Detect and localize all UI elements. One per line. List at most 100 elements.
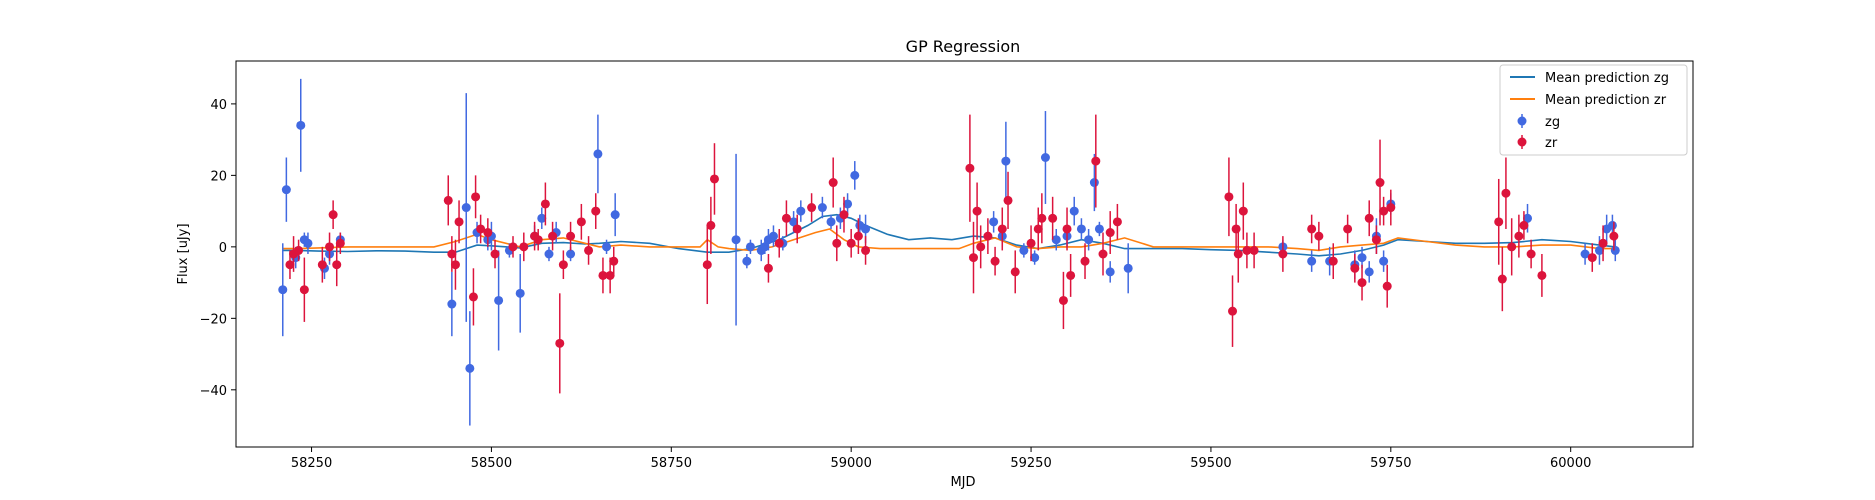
zg-marker <box>745 242 755 252</box>
zg-point <box>1030 250 1040 265</box>
x-tick-label: 59000 <box>830 456 871 471</box>
zr-point <box>1026 225 1036 262</box>
zr-marker <box>294 245 304 255</box>
zg-marker <box>1069 206 1079 216</box>
x-tick-label: 60000 <box>1550 456 1591 471</box>
zr-marker <box>555 338 565 348</box>
zr-marker <box>1233 249 1243 259</box>
y-tick-label: 20 <box>210 169 227 184</box>
zr-marker <box>706 220 716 230</box>
zr-marker <box>709 174 719 184</box>
zr-point <box>555 293 565 394</box>
zg-marker <box>303 238 313 248</box>
zg-marker <box>760 242 770 252</box>
x-tick-label: 58500 <box>471 456 512 471</box>
zr-point <box>325 232 335 262</box>
zg-marker <box>1040 153 1050 162</box>
zr-point <box>576 203 586 240</box>
zr-point <box>1249 232 1259 269</box>
zg-marker <box>537 213 547 223</box>
zr-marker <box>1501 188 1511 198</box>
zr-point <box>317 246 327 283</box>
zr-point <box>294 239 304 262</box>
zr-marker <box>1228 306 1238 316</box>
zr-marker <box>609 256 619 266</box>
zr-marker <box>454 217 464 227</box>
zg-point <box>1069 196 1079 226</box>
legend: Mean prediction zg Mean prediction zr zg… <box>1499 64 1688 156</box>
zr-marker <box>1375 178 1385 188</box>
zg-point <box>826 214 836 229</box>
zr-point <box>1058 271 1068 330</box>
zr-marker <box>976 242 986 252</box>
zr-marker <box>1514 231 1524 241</box>
zr-point <box>1364 200 1374 237</box>
zr-point <box>1537 254 1547 297</box>
zr-marker <box>1048 213 1058 223</box>
zg-point <box>1105 261 1115 283</box>
x-tick-label: 58750 <box>651 456 692 471</box>
zr-point <box>533 228 543 251</box>
zg-point <box>768 225 778 247</box>
zr-point <box>450 239 460 290</box>
plot-area <box>278 78 1620 426</box>
zg-marker <box>1523 213 1533 223</box>
zr-marker <box>1278 249 1288 259</box>
zr-marker <box>1249 245 1259 255</box>
zr-marker <box>1058 295 1068 305</box>
zg-marker <box>1019 245 1029 255</box>
zg-marker <box>1084 235 1094 245</box>
zg-marker <box>602 242 612 252</box>
zr-marker <box>781 213 791 223</box>
zr-point <box>558 250 568 280</box>
zr-point <box>1371 225 1381 254</box>
zr-marker <box>1098 249 1108 259</box>
zr-point <box>548 221 558 251</box>
zr-point <box>584 236 594 265</box>
zr-point <box>965 114 975 222</box>
zr-marker <box>1382 281 1392 291</box>
zr-point <box>1091 114 1101 208</box>
zr-point <box>1519 211 1529 240</box>
zr-point <box>1507 218 1517 276</box>
y-tick-label: −20 <box>200 312 227 327</box>
legend-frame <box>1499 64 1688 156</box>
zr-marker <box>807 203 817 213</box>
zr-point <box>1328 243 1338 280</box>
zr-point <box>1514 214 1524 258</box>
zr-marker <box>576 217 586 227</box>
legend-mean-zg-label: Mean prediction zg <box>1545 71 1669 86</box>
zr-point <box>1242 232 1252 269</box>
zg-point <box>745 239 755 254</box>
zr-marker <box>566 231 576 241</box>
zg-marker <box>1123 263 1133 273</box>
zr-point <box>483 218 493 247</box>
zg-point <box>1364 261 1374 283</box>
x-tick-label: 59250 <box>1010 456 1051 471</box>
series-layer <box>278 78 1620 426</box>
zg-point <box>544 246 554 262</box>
zr-point <box>1501 157 1511 229</box>
zg-marker <box>843 199 853 209</box>
zr-point <box>839 196 849 233</box>
series-zr <box>285 114 1619 394</box>
zr-marker <box>983 231 993 241</box>
zg-point <box>1001 121 1011 201</box>
zg-marker <box>610 210 620 220</box>
zr-marker <box>471 192 481 202</box>
zg-point <box>1019 243 1029 258</box>
zr-point <box>706 196 716 254</box>
zr-marker <box>968 253 978 263</box>
zr-point <box>591 193 601 229</box>
zg-point <box>1610 239 1620 262</box>
y-tick-label: 40 <box>210 98 227 113</box>
zg-marker <box>281 185 291 195</box>
zr-point <box>1033 207 1043 251</box>
zg-marker <box>544 249 554 259</box>
zr-point <box>299 257 309 322</box>
zg-marker <box>826 217 836 227</box>
zr-marker <box>325 242 335 252</box>
x-axis-label: MJD <box>950 475 975 490</box>
zr-point <box>1609 221 1619 251</box>
zg-point <box>278 243 288 337</box>
